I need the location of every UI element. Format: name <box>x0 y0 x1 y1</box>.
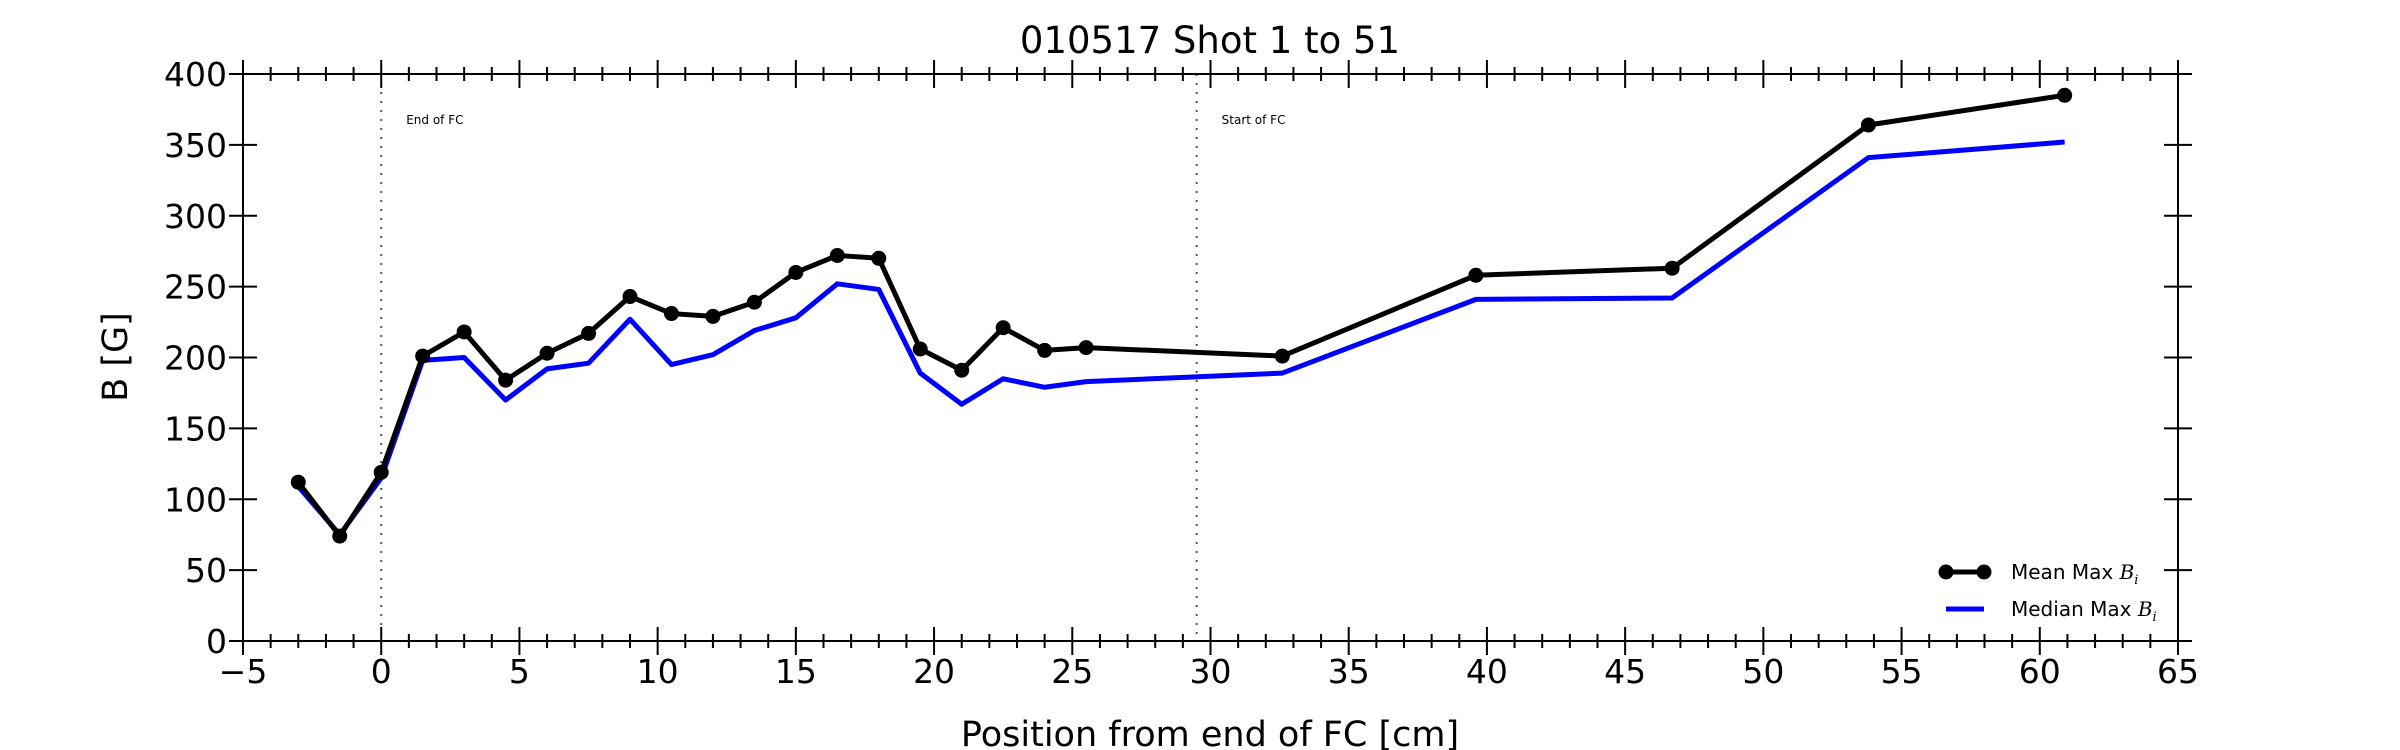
x-tick-label: 50 <box>1742 652 1784 691</box>
series-0-point-20 <box>1274 348 1290 364</box>
series-0-point-4 <box>456 324 472 340</box>
series-0-point-5 <box>498 372 514 388</box>
chart-title: 010517 Shot 1 to 51 <box>1020 19 1400 62</box>
series-0-point-10 <box>705 308 721 324</box>
x-tick-label: 55 <box>1881 652 1923 691</box>
series-0-point-16 <box>954 362 970 378</box>
y-tick-label: 50 <box>185 551 227 590</box>
x-tick-label: 60 <box>2019 652 2061 691</box>
y-tick-label: 350 <box>164 126 227 165</box>
series-0-point-1 <box>332 528 348 544</box>
y-tick-label: 150 <box>164 409 227 448</box>
legend-marker-0 <box>1938 564 1954 580</box>
x-tick-label: 30 <box>1190 652 1232 691</box>
series-0-point-11 <box>746 294 762 310</box>
legend-math-symbol: B <box>2137 597 2153 621</box>
x-tick-label: 40 <box>1466 652 1508 691</box>
series-0-point-7 <box>581 325 597 341</box>
series-layer <box>290 87 2073 544</box>
series-0-point-18 <box>1037 342 1053 358</box>
legend-label-0: Mean Max Bi <box>2011 560 2138 588</box>
x-tick-label: 20 <box>913 652 955 691</box>
legend-label-text: Mean Max <box>2011 560 2120 584</box>
x-tick-label: 5 <box>509 652 530 691</box>
y-tick-label: 100 <box>164 480 227 519</box>
y-tick-label: 300 <box>164 197 227 236</box>
series-0-point-13 <box>829 247 845 263</box>
x-axis-label: Position from end of FC [cm] <box>961 715 1459 750</box>
series-0-point-6 <box>539 345 555 361</box>
y-tick-label: 200 <box>164 339 227 378</box>
x-tick-label: 65 <box>2157 652 2199 691</box>
series-0-point-22 <box>1664 260 1680 276</box>
series-0-point-8 <box>622 289 638 305</box>
vertical-marker-lines: End of FC Start of FC <box>380 74 1286 641</box>
vline-label-1: Start of FC <box>1222 113 1286 127</box>
x-tick-label: −5 <box>219 652 268 691</box>
series-0-point-24 <box>2057 87 2073 103</box>
x-tick-label: 10 <box>637 652 679 691</box>
series-0-point-17 <box>995 320 1011 336</box>
y-tick-label: 250 <box>164 268 227 307</box>
y-tick-label: 400 <box>164 55 227 94</box>
series-0-point-15 <box>912 341 928 357</box>
legend-label-1: Median Max Bi <box>2011 597 2157 625</box>
y-axis-label: B [G] <box>96 312 136 402</box>
series-0-point-9 <box>663 306 679 322</box>
series-0-point-23 <box>1860 117 1876 133</box>
axis-ticks <box>229 60 2192 655</box>
series-line-1 <box>296 139 2065 538</box>
x-tick-label: 0 <box>371 652 392 691</box>
series-0-point-0 <box>290 474 306 490</box>
y-tick-labels: 0 50 100 150 200 250 300 350 400 <box>164 55 227 661</box>
series-0-point-2 <box>373 464 389 480</box>
y-tick-label: 0 <box>206 622 227 661</box>
x-tick-label: 25 <box>1051 652 1093 691</box>
x-tick-labels: −5 0 5 10 15 20 25 30 35 40 45 50 55 60 65 <box>219 652 2199 691</box>
x-tick-label: 45 <box>1604 652 1646 691</box>
series-0-point-3 <box>415 348 431 364</box>
x-tick-label: 35 <box>1328 652 1370 691</box>
x-tick-label: 15 <box>775 652 817 691</box>
plot-frame <box>242 73 2179 642</box>
legend-label-text: Median Max <box>2011 597 2138 621</box>
vline-label-0: End of FC <box>406 113 463 127</box>
series-line-0 <box>296 92 2066 539</box>
series-0-point-12 <box>788 264 804 280</box>
legend-math-symbol: B <box>2119 560 2135 584</box>
series-0-point-19 <box>1078 340 1094 356</box>
legend-math-subscript: i <box>2134 573 2138 588</box>
legend-marker-0 <box>1976 564 1992 580</box>
series-0-point-14 <box>871 250 887 266</box>
legend-math-subscript: i <box>2153 610 2157 625</box>
series-0-point-21 <box>1468 267 1484 283</box>
